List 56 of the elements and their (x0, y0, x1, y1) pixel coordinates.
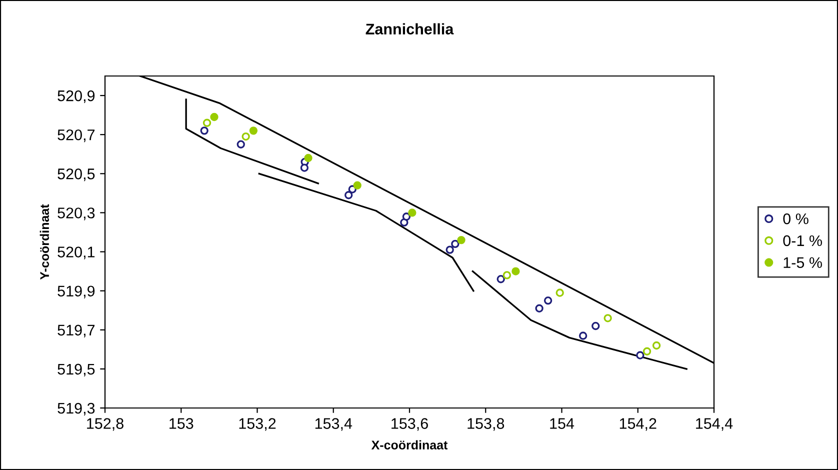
x-axis-title: X-coördinaat (371, 440, 448, 450)
line-series (185, 98, 319, 184)
point (544, 296, 552, 305)
y-tick-label: 520,5 (58, 168, 95, 182)
point (304, 154, 312, 162)
point (353, 181, 362, 190)
point (457, 236, 466, 244)
point (408, 208, 416, 217)
y-tick-label: 520,7 (58, 129, 95, 142)
point (348, 185, 356, 194)
point (496, 275, 505, 284)
point (535, 304, 544, 312)
point (242, 132, 250, 141)
x-tick-label: 153,4 (315, 418, 352, 431)
y-tick-label: 520,3 (58, 208, 95, 220)
point (578, 332, 588, 340)
point (642, 347, 652, 356)
x-tick-label: 153 (170, 418, 194, 429)
x-tick-label: 153,8 (468, 418, 504, 431)
point (636, 351, 644, 360)
y-axis-title: Y-coördinaat (40, 204, 50, 280)
point (344, 191, 353, 200)
point (652, 341, 661, 350)
x-tick-label: 153,2 (239, 418, 276, 431)
point (451, 240, 460, 248)
legend-label: 0-1 % (783, 235, 822, 246)
x-tick-label: 152,8 (87, 418, 124, 431)
point (202, 118, 212, 127)
point (249, 126, 258, 135)
point (502, 271, 512, 280)
line-series (258, 172, 474, 292)
x-tick-label: 153,6 (392, 418, 428, 431)
chart-title: Zannichellia (366, 23, 454, 34)
point (556, 288, 564, 297)
point (236, 140, 245, 148)
legend-label: 1-5 % (784, 257, 822, 268)
point (402, 212, 411, 221)
point (400, 218, 408, 227)
y-tick-label: 520,9 (58, 90, 95, 104)
y-tick-label: 519,7 (58, 324, 95, 338)
line-series (472, 270, 688, 370)
x-tick-label: 154,4 (696, 418, 733, 431)
x-tick-label: 154,2 (620, 418, 656, 431)
point (200, 126, 208, 135)
legend-label: 0 % (783, 213, 808, 224)
point (592, 322, 600, 330)
point (446, 246, 454, 254)
y-tick-label: 519,9 (58, 286, 95, 298)
point (604, 314, 612, 322)
y-tick-label: 519,3 (58, 402, 95, 416)
y-tick-label: 519,5 (58, 364, 95, 376)
point (300, 164, 309, 172)
y-tick-label: 520,1 (58, 246, 95, 260)
point (512, 267, 520, 276)
x-tick-label: 154 (550, 418, 574, 429)
point (210, 112, 218, 122)
